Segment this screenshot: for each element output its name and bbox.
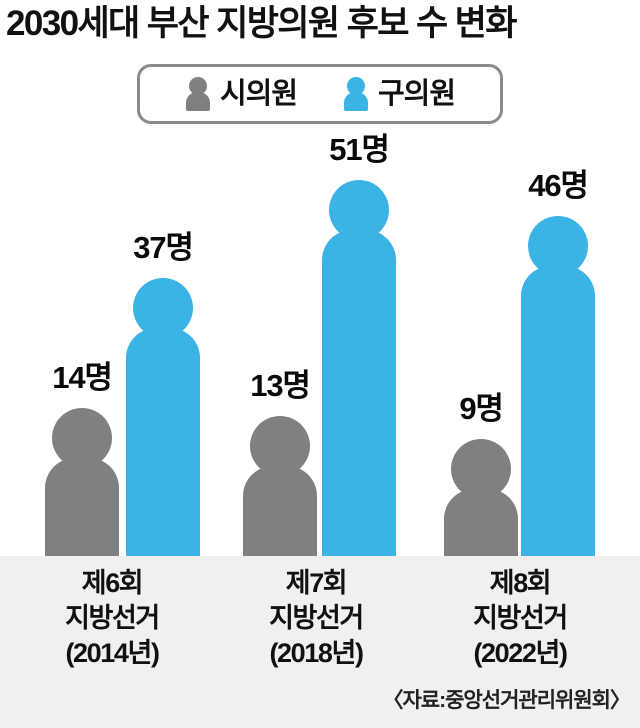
legend-item-시의원: 시의원 [185, 77, 298, 111]
bar-시의원-2022: 9명 [444, 393, 518, 556]
legend: 시의원 구의원 [137, 64, 503, 124]
category-line-1: 제6회 [81, 568, 144, 598]
bar-value-label: 9명 [459, 391, 504, 426]
category-label-2014: 제6회 지방선거 (2014년) [12, 566, 212, 671]
bar-body [45, 458, 119, 556]
footer-band: 제6회 지방선거 (2014년) 제7회 지방선거 (2018년) 제8회 지방… [0, 556, 640, 728]
bar-body [126, 328, 200, 556]
category-line-2: 지방선거 [473, 603, 568, 633]
category-label-2018: 제7회 지방선거 (2018년) [216, 566, 416, 671]
bar-body [521, 266, 595, 556]
bar-value-label: 46명 [528, 168, 589, 203]
category-line-1: 제8회 [489, 568, 552, 598]
category-line-3: (2018년) [269, 638, 363, 668]
category-label-2022: 제8회 지방선거 (2022년) [420, 566, 620, 671]
page-title: 2030세대 부산 지방의원 후보 수 변화 [6, 4, 517, 43]
bar-구의원-2014: 37명 [126, 232, 200, 556]
category-line-3: (2022년) [473, 638, 567, 668]
bar-value-label: 37명 [133, 230, 194, 265]
bar-시의원-2018: 13명 [243, 370, 317, 556]
category-axis: 제6회 지방선거 (2014년) 제7회 지방선거 (2018년) 제8회 지방… [0, 566, 640, 671]
legend-item-label: 구의원 [378, 77, 456, 110]
bar-value-label: 14명 [52, 360, 113, 395]
source-note: 〈자료:중앙선거관리위원회〉 [382, 689, 631, 712]
bar-value-label: 13명 [250, 368, 311, 403]
bar-시의원-2014: 14명 [45, 362, 119, 556]
person-icon [343, 77, 369, 111]
legend-item-label: 시의원 [219, 77, 298, 110]
bar-body [243, 466, 317, 556]
plot-area: 14명 37명 13명 51명 9명 46명 [0, 130, 640, 556]
category-line-3: (2014년) [65, 638, 159, 668]
bar-body [322, 230, 396, 556]
legend-item-구의원: 구의원 [343, 77, 456, 111]
category-line-2: 지방선거 [269, 603, 364, 633]
bar-value-label: 51명 [329, 132, 390, 167]
person-icon [185, 77, 211, 111]
category-line-1: 제7회 [285, 568, 348, 598]
category-line-2: 지방선거 [65, 603, 160, 633]
bar-body [444, 489, 518, 556]
bar-구의원-2022: 46명 [521, 170, 595, 556]
bar-구의원-2018: 51명 [322, 134, 396, 556]
